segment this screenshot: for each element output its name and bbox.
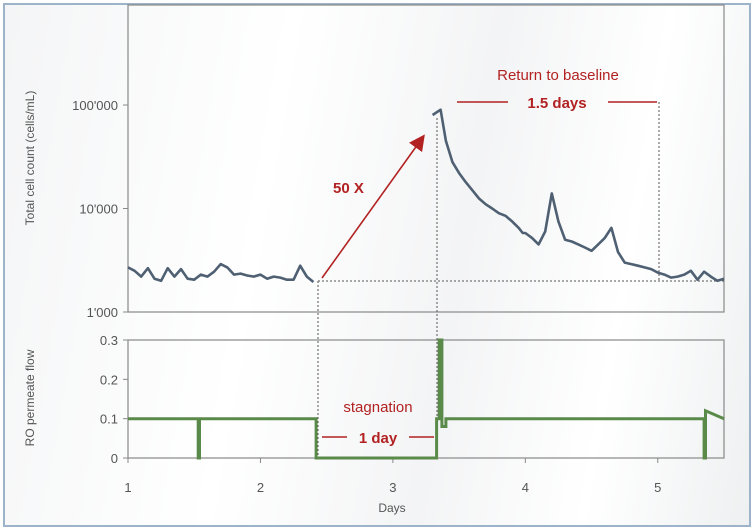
bottom-y-axis-label: RO permeate flow <box>23 349 37 446</box>
top-y-tick-label: 1'000 <box>87 305 118 320</box>
permeate-flow-series-line <box>128 338 725 460</box>
bottom-y-tick-label: 0.1 <box>100 412 118 427</box>
top-y-tick-label: 100'000 <box>72 98 118 113</box>
jump-arrow <box>321 134 425 279</box>
bottom-y-tick-label: 0.2 <box>100 372 118 387</box>
guide-lines <box>317 102 724 458</box>
x-tick-label: 4 <box>522 480 529 495</box>
stagnation-value: 1 day <box>359 430 398 447</box>
bottom-y-tick-label: 0 <box>111 451 118 466</box>
x-tick-label: 2 <box>257 480 264 495</box>
x-tick-label: 5 <box>654 480 661 495</box>
jump-label: 50 X <box>333 180 364 197</box>
return-value: 1.5 days <box>527 95 586 112</box>
x-tick-label: 3 <box>389 480 396 495</box>
stagnation-title: stagnation <box>343 399 412 416</box>
cell-count-series-line <box>127 108 725 284</box>
x-axis-label: Days <box>378 501 405 515</box>
bottom-panel-frame <box>127 339 725 459</box>
x-tick-label: 1 <box>124 480 131 495</box>
top-y-axis-label: Total cell count (cells/mL) <box>23 91 37 226</box>
bottom-y-tick-label: 0.3 <box>100 333 118 348</box>
top-y-tick-label: 10'000 <box>79 202 118 217</box>
top-panel-frame <box>127 4 725 313</box>
return-title: Return to baseline <box>497 67 619 84</box>
